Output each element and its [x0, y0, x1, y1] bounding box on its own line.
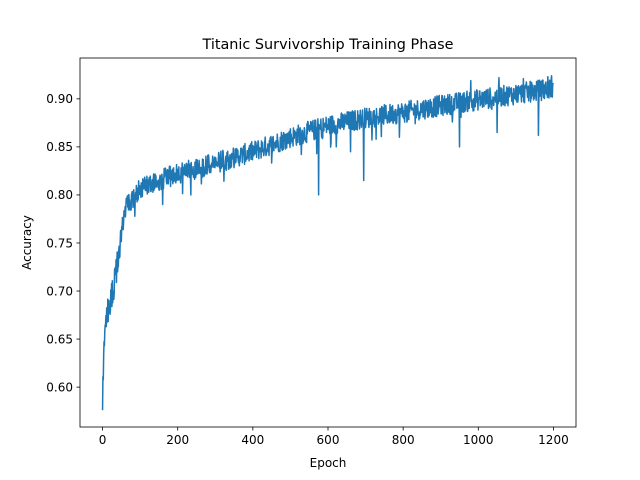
y-tick-label: 0.65	[46, 332, 73, 346]
y-tick-label: 0.85	[46, 140, 73, 154]
y-tick-label: 0.70	[46, 284, 73, 298]
x-tick-label: 0	[99, 433, 107, 447]
series-line-0	[101, 75, 554, 411]
y-axis-ticks: 0.60 0.65 0.70 0.75 0.80 0.85 0.90	[46, 92, 80, 394]
y-tick-label: 0.80	[46, 188, 73, 202]
x-tick-label: 800	[392, 433, 415, 447]
x-tick-label: 1000	[463, 433, 494, 447]
x-tick-label: 1200	[538, 433, 569, 447]
y-tick-label: 0.75	[46, 236, 73, 250]
y-axis-label: Accuracy	[20, 215, 34, 270]
chart-title: Titanic Survivorship Training Phase	[202, 37, 454, 53]
x-tick-label: 200	[166, 433, 189, 447]
x-axis-ticks: 0 200 400 600 800 1000 1200	[99, 427, 569, 447]
x-axis-label: Epoch	[310, 456, 347, 470]
x-tick-label: 400	[241, 433, 264, 447]
y-tick-label: 0.90	[46, 92, 73, 106]
x-tick-label: 600	[317, 433, 340, 447]
y-tick-label: 0.60	[46, 380, 73, 394]
series-layer	[101, 75, 554, 411]
